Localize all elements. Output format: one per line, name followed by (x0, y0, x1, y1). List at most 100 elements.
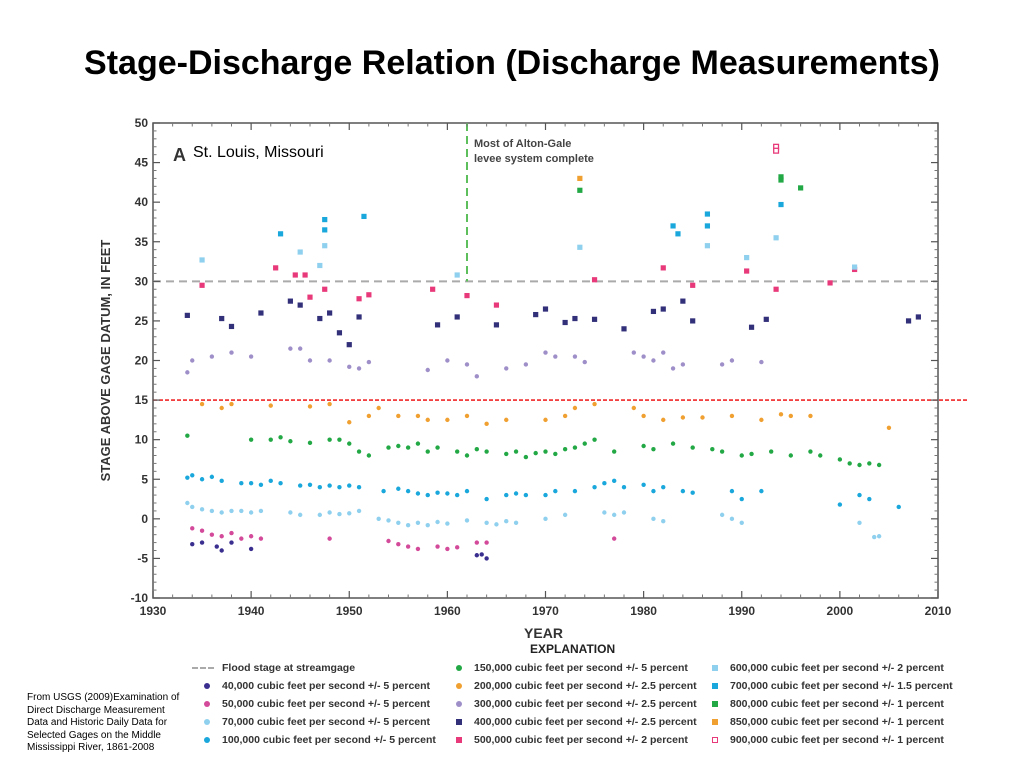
data-point-q300k (464, 362, 470, 367)
data-point-q200k (396, 413, 401, 419)
data-point-q150k (641, 443, 646, 449)
data-point-q800k (577, 187, 583, 193)
data-point-q200k (631, 405, 637, 411)
data-point-q70k (729, 516, 735, 522)
data-point-q150k (356, 449, 362, 454)
data-point-q300k (553, 354, 558, 359)
data-point-q70k (494, 522, 499, 527)
legend-swatch (712, 737, 718, 743)
data-point-q70k (258, 508, 264, 514)
data-point-q70k (562, 512, 568, 518)
data-point-q150k (651, 446, 656, 452)
data-point-q100k (857, 492, 862, 498)
x-tick-label: 1990 (728, 604, 755, 618)
data-point-q150k (562, 446, 568, 452)
data-point-q150k (739, 453, 744, 458)
data-point-q70k (513, 520, 519, 525)
data-point-q50k (190, 526, 195, 531)
data-point-q150k (690, 445, 695, 450)
x-axis-label: YEAR (524, 625, 563, 641)
data-point-q100k (317, 484, 323, 490)
data-point-q70k (739, 520, 744, 525)
data-point-q200k (700, 415, 705, 420)
data-point-q100k (523, 492, 529, 498)
y-tick-label: 30 (135, 274, 149, 288)
data-point-q200k (808, 413, 813, 419)
data-point-q150k (788, 453, 794, 458)
data-point-q400k (356, 314, 362, 320)
data-point-q40k (214, 544, 219, 549)
legend-label: 400,000 cubic feet per second +/- 2.5 pe… (474, 716, 697, 728)
data-point-q300k (209, 354, 215, 359)
data-point-q70k (415, 520, 421, 525)
data-point-q200k (484, 421, 489, 427)
data-point-q200k (886, 425, 892, 430)
data-point-q50k (248, 534, 254, 539)
data-point-q150k (248, 437, 254, 442)
data-point-q200k (759, 417, 764, 423)
data-point-q300k (582, 359, 587, 365)
data-point-q600k (297, 249, 303, 255)
data-point-q100k (268, 478, 273, 484)
data-point-q50k (415, 546, 421, 552)
data-point-q300k (631, 350, 637, 355)
data-point-q100k (641, 482, 646, 487)
data-point-q150k (396, 443, 401, 449)
data-point-q50k (484, 540, 489, 545)
data-point-q300k (229, 350, 234, 355)
legend-swatch (712, 665, 718, 671)
data-point-q500k (493, 302, 500, 308)
data-point-q300k (719, 362, 725, 367)
data-point-q100k (356, 484, 362, 490)
axes: 1930 1940 1950 1960 1970 1980 1990 2000 2010-10-… (131, 116, 952, 618)
data-point-q600k (773, 235, 779, 241)
plot-area (152, 122, 939, 599)
data-point-q400k (621, 326, 627, 332)
data-point-q200k (327, 401, 332, 407)
data-point-q70k (317, 512, 323, 518)
data-point-q600k (454, 272, 460, 278)
y-tick-label: 15 (135, 393, 149, 407)
data-point-q150k (719, 449, 725, 454)
data-point-q300k (288, 346, 293, 351)
data-point-q70k (611, 512, 617, 518)
data-point-q70k (445, 521, 450, 526)
data-point-q200k (415, 413, 421, 419)
data-point-q300k (759, 359, 764, 365)
data-point-q100k (327, 483, 332, 488)
y-tick-label: 5 (141, 472, 148, 486)
data-point-q700k (704, 211, 711, 217)
data-points (184, 143, 921, 561)
data-point-q100k (484, 496, 489, 502)
data-point-q100k (621, 484, 627, 490)
data-point-q200k (445, 417, 450, 423)
source-caption: From USGS (2009)Examination of Direct Di… (27, 692, 180, 753)
data-point-q300k (641, 354, 646, 359)
y-tick-label: 45 (135, 156, 149, 170)
data-point-q70k (199, 507, 205, 512)
legend-swatch (204, 737, 210, 743)
data-point-q800k (778, 177, 784, 183)
data-point-q400k (690, 318, 696, 324)
data-point-q40k (229, 540, 234, 545)
data-point-q200k (425, 417, 430, 423)
data-point-q400k (533, 311, 539, 318)
data-point-q300k (327, 358, 332, 363)
data-point-q50k (611, 536, 617, 541)
data-point-q400k (650, 308, 657, 315)
data-point-q100k (199, 477, 205, 482)
data-point-q400k (258, 310, 264, 316)
data-point-q400k (748, 324, 755, 330)
data-point-q300k (670, 366, 676, 371)
data-point-q100k (611, 478, 617, 484)
data-point-q100k (464, 488, 470, 494)
data-point-q50k (199, 528, 205, 533)
data-point-q800k (778, 174, 784, 180)
data-point-q500k (773, 286, 779, 292)
data-point-q150k (484, 449, 489, 454)
data-point-q150k (504, 451, 509, 457)
y-tick-label: 35 (135, 235, 149, 249)
data-point-q200k (268, 403, 273, 408)
data-point-q200k (347, 420, 352, 425)
data-point-q40k (190, 541, 195, 547)
